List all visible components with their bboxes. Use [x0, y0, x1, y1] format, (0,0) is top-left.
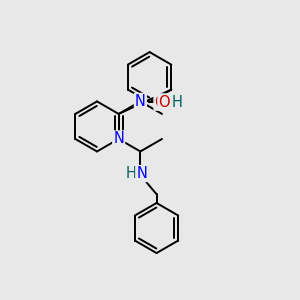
Text: N: N: [136, 166, 147, 181]
Text: O: O: [158, 95, 170, 110]
Text: N: N: [113, 131, 124, 146]
Text: N: N: [135, 94, 146, 109]
Text: H: H: [125, 166, 136, 181]
Text: OH: OH: [154, 95, 177, 110]
Text: H: H: [172, 95, 182, 110]
